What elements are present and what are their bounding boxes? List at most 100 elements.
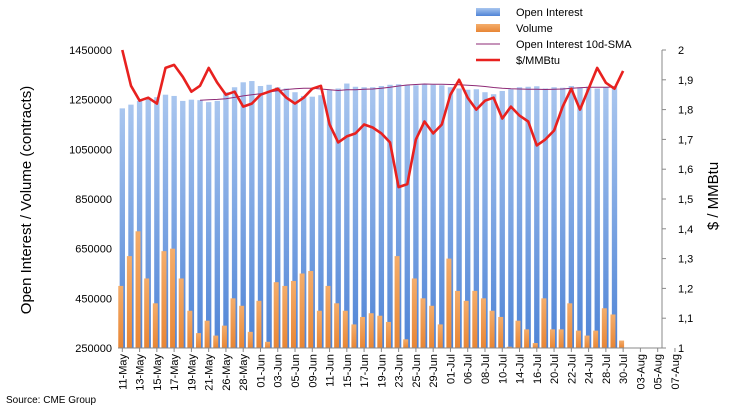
volume-bar [187,310,193,348]
open-interest-bar [439,85,445,348]
volume-bar [161,251,167,348]
plot-area [118,49,663,349]
x-tick-label: 01-Jul [445,354,457,384]
open-interest-bar [370,87,376,348]
open-interest-bar [611,86,618,348]
left-axis-title: Open Interest / Volume (contracts) [18,86,35,314]
open-interest-bar [249,81,255,349]
volume-bar [299,273,305,348]
volume-bar [195,333,201,348]
open-interest-bar [266,84,272,349]
open-interest-bar [585,86,592,349]
volume-bar [368,313,374,348]
legend: Open Interest Volume Open Interest 10d-SMA… [476,7,632,67]
right-tick-label: 1,7 [678,134,693,146]
open-interest-bar [516,87,523,348]
open-interest-bar [542,88,549,348]
volume-bar [567,303,573,348]
volume-bar [230,298,236,348]
open-interest-bar [560,87,566,348]
volume-bar [334,303,340,348]
open-interest-bar [577,87,583,348]
legend-label: Open Interest 10d-SMA [516,39,632,51]
right-tick-label: 1,4 [678,224,693,236]
volume-bar [204,320,210,348]
right-axis-ticks: 1 1,1 1,2 1,3 1,4 1,5 1,6 1,7 1,8 1,9 2 [662,45,693,355]
x-tick-label: 14-Jul [515,354,527,384]
source-note: Source: CME Group [6,395,96,406]
legend-label: $/MMBtu [516,55,560,67]
open-interest-bar [240,82,246,349]
open-interest-bar [490,94,497,348]
volume-bar [610,314,616,348]
left-tick-label: 1050000 [69,144,112,156]
x-tick-label: 25-Jun [411,354,423,388]
open-interest-bar [594,88,600,348]
volume-bar [558,329,564,348]
right-tick-label: 2 [678,45,684,57]
open-interest-bar [482,92,488,348]
x-tick-label: 28-May [238,354,250,391]
volume-bar [498,316,504,348]
x-tick-label: 17-Jun [359,354,371,388]
volume-bar [247,331,253,348]
x-tick-label: 10-Jul [497,354,509,384]
volume-bar [325,285,331,348]
left-tick-label: 650000 [75,244,112,256]
open-interest-bar [456,88,462,348]
volume-bar [316,310,322,348]
open-interest-bar [136,100,143,349]
volume-bar [178,278,184,348]
volume-bar [126,256,132,348]
volume-bar [575,330,581,348]
x-tick-label: 23-Jun [394,354,406,388]
open-interest-bar [499,90,505,348]
open-interest-bar [361,87,367,348]
volume-bar [524,329,530,348]
volume-bar [411,278,417,348]
volume-bar [144,278,150,348]
left-tick-label: 850000 [75,194,112,206]
volume-bar [593,330,599,348]
open-interest-bar [404,84,410,349]
x-tick-label: 03-Jun [273,354,285,388]
volume-bar [532,343,538,348]
x-tick-label: 16-Jul [532,354,544,384]
right-tick-label: 1,1 [678,313,693,325]
volume-bar [170,248,176,348]
legend-label: Volume [516,23,553,35]
volume-bar [351,324,357,348]
open-interest-bar [128,104,134,348]
x-tick-label: 21-May [204,354,216,391]
open-interest-bar [352,86,359,349]
right-tick-label: 1,5 [678,194,693,206]
volume-bar [256,300,262,348]
open-interest-bar [292,92,298,348]
volume-bar [437,324,443,348]
open-interest-bar [180,100,186,349]
volume-bar [455,290,461,348]
open-interest-bar [387,84,393,349]
volume-bar [472,290,478,348]
open-interest-bar [465,89,471,348]
volume-bar [265,341,271,348]
open-interest-bar [283,88,290,348]
left-tick-label: 1250000 [69,95,112,107]
right-tick-label: 1,6 [678,164,693,176]
volume-bar [489,310,495,348]
x-tick-label: 29-Jun [428,354,440,388]
open-interest-bar [551,87,557,348]
x-tick-label: 01-Jun [255,354,267,388]
x-tick-label: 20-Jul [549,354,561,384]
right-tick-label: 1,8 [678,105,693,117]
x-tick-label: 09-Jun [307,354,319,388]
x-axis-ticks: 11-May 13-May 15-May 17-May 19-May 21-May 26-M… [117,348,682,391]
volume-bar [463,300,469,348]
open-interest-bar [300,95,307,348]
volume-bar [290,280,296,348]
right-axis-title: $ / MMBtu [705,162,722,230]
volume-bar [403,339,409,348]
volume-bar [152,303,158,348]
open-interest-bar [275,87,281,348]
